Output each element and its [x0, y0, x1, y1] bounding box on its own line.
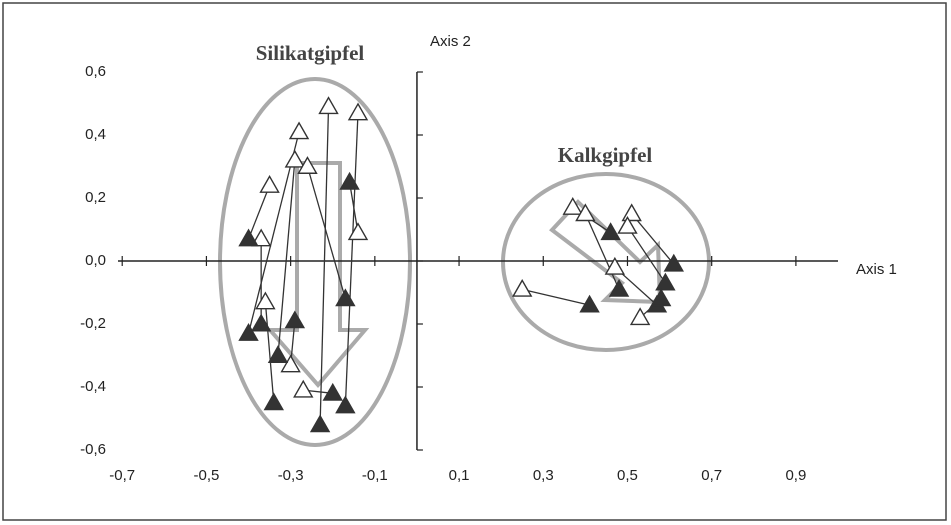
triangle-marker [600, 222, 621, 241]
triangle-marker [259, 174, 280, 193]
triangle-marker [267, 345, 289, 363]
y-tick-label: 0,6 [85, 63, 106, 80]
x-tick-label: 0,3 [533, 467, 554, 484]
x-tick-label: 0,7 [701, 467, 722, 484]
x-axis-label: Axis 1 [856, 261, 897, 278]
triangle-marker [335, 288, 356, 307]
connector [247, 185, 271, 240]
triangle-marker [255, 291, 276, 310]
triangle-marker [575, 203, 596, 222]
triangle-marker [263, 392, 284, 411]
triangle-marker [347, 222, 369, 241]
triangle-marker [650, 288, 672, 307]
y-tick-label: -0,2 [80, 315, 106, 332]
triangle-marker [655, 272, 676, 291]
connector [277, 160, 296, 356]
triangle-marker [604, 256, 626, 275]
triangle-marker [562, 197, 583, 215]
connector [344, 112, 359, 406]
triangle-marker [335, 395, 356, 414]
y-tick-label: -0,4 [80, 378, 106, 395]
triangle-marker [579, 294, 600, 313]
trend-arrow [549, 199, 663, 305]
connector [631, 213, 675, 265]
y-tick-label: 0,0 [85, 252, 106, 269]
triangle-marker [347, 102, 369, 121]
triangle-marker [284, 149, 306, 168]
triangle-marker [339, 171, 360, 190]
y-tick-label: 0,4 [85, 126, 106, 143]
triangle-marker [238, 228, 259, 247]
y-tick-label: -0,6 [80, 441, 106, 458]
annotation: Silikatgipfel [256, 41, 365, 65]
x-tick-label: -0,7 [109, 467, 135, 484]
triangle-marker [617, 215, 638, 234]
connector [348, 182, 359, 233]
connector [264, 301, 275, 403]
triangle-marker [318, 96, 339, 115]
x-tick-label: 0,1 [449, 467, 470, 484]
triangle-marker [284, 310, 306, 329]
triangle-marker [629, 307, 651, 326]
y-tick-label: 0,2 [85, 189, 106, 206]
connector [626, 225, 666, 284]
triangle-marker [297, 156, 318, 174]
triangle-marker [512, 278, 533, 297]
triangle-marker [280, 354, 301, 373]
connector [584, 213, 620, 290]
triangle-marker [288, 121, 310, 140]
triangle-marker [663, 253, 684, 272]
triangle-marker [293, 379, 314, 398]
x-tick-label: -0,5 [193, 467, 219, 484]
x-tick-label: -0,1 [362, 467, 388, 484]
annotation: Kalkgipfel [558, 143, 653, 167]
x-tick-label: 0,5 [617, 467, 638, 484]
trend-arrow [265, 161, 370, 389]
triangle-marker [238, 323, 259, 341]
connector [522, 288, 590, 306]
triangle-marker [322, 382, 343, 401]
cluster-ellipse [501, 172, 711, 352]
y-axis-label: Axis 2 [430, 33, 471, 50]
triangle-marker [309, 414, 331, 433]
triangle-marker [250, 228, 272, 247]
connector [319, 106, 330, 425]
triangle-marker [250, 313, 272, 332]
connector [306, 166, 346, 299]
triangle-marker [608, 278, 630, 297]
triangle-marker [621, 203, 642, 222]
x-tick-label: 0,9 [785, 467, 806, 484]
cluster-ellipse [218, 77, 412, 447]
x-tick-label: -0,3 [278, 467, 304, 484]
